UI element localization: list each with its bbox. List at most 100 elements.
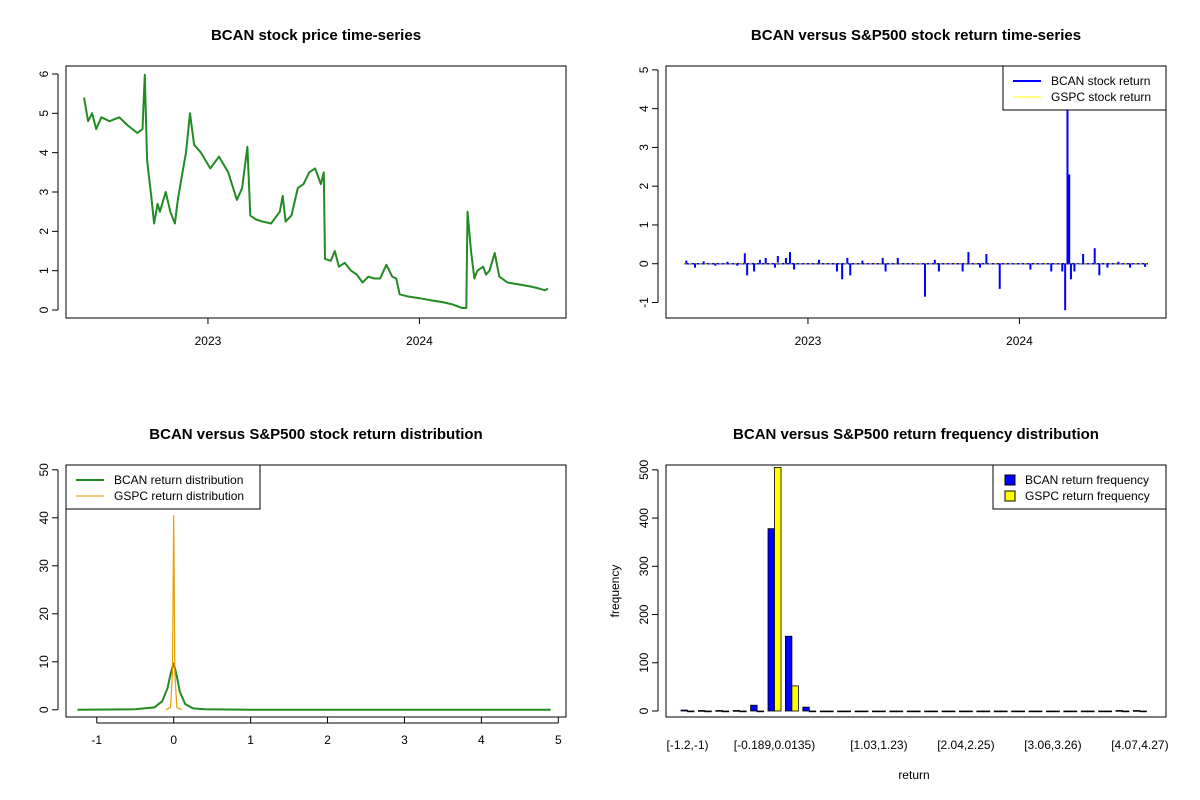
y-axis-label: frequency	[608, 565, 622, 618]
x-tick-label: -1	[91, 733, 102, 747]
gspc-frequency-bar	[721, 710, 730, 713]
y-tick-label: 30	[37, 559, 51, 573]
legend-label: BCAN stock return	[1051, 74, 1150, 88]
bcan-frequency-bar	[924, 710, 932, 713]
bcan-frequency-bar	[802, 706, 810, 712]
x-tick-label: 2023	[795, 334, 822, 348]
legend-box	[992, 464, 1167, 510]
gspc-frequency-bar	[930, 710, 938, 713]
gspc-frequency-bar	[739, 710, 747, 713]
y-tick-label: 200	[637, 604, 651, 624]
y-tick-label: 10	[37, 655, 51, 669]
bcan-frequency-bar	[976, 710, 984, 713]
bcan-frequency-bar	[732, 710, 741, 712]
y-tick-label: 6	[37, 70, 51, 77]
gspc-frequency-bar	[843, 710, 851, 713]
gspc-density-line	[165, 515, 182, 711]
price-series-line	[83, 73, 549, 309]
gspc-frequency-bar	[687, 710, 695, 713]
y-tick-label: 20	[37, 607, 51, 621]
bcan-frequency-bar	[698, 710, 706, 712]
gspc-frequency-bar	[982, 710, 991, 713]
chart-title: BCAN versus S&P500 return frequency dist…	[733, 426, 1099, 443]
plot-frame	[65, 464, 567, 718]
chart-title: BCAN versus S&P500 stock return time-ser…	[751, 27, 1081, 44]
x-tick-label: 2023	[195, 334, 222, 348]
bcan-frequency-bar	[1080, 710, 1089, 713]
x-tick-label: 4	[478, 733, 485, 747]
bcan-frequency-bar	[715, 710, 723, 712]
gspc-frequency-bar	[913, 710, 921, 713]
x-category-label: [-1.2,-1)	[666, 738, 708, 752]
y-tick-label: 300	[637, 556, 651, 576]
chart-title: BCAN versus S&P500 stock return distribu…	[149, 426, 482, 443]
chart-title: BCAN stock price time-series	[211, 27, 421, 44]
return-density-chart: BCAN versus S&P500 stock return distribu…	[37, 426, 567, 747]
y-tick-label: 100	[637, 652, 651, 672]
y-tick-label: -1	[637, 297, 651, 308]
y-tick-label: 4	[37, 149, 51, 156]
y-tick-label: 50	[37, 463, 51, 477]
y-tick-label: 1	[637, 221, 651, 228]
bcan-frequency-bar	[1133, 710, 1141, 712]
x-axis-label: return	[898, 768, 929, 782]
bcan-frequency-bar	[837, 710, 845, 713]
plot-frame	[65, 65, 567, 319]
bcan-density-line	[77, 662, 551, 711]
bcan-frequency-bar	[1046, 710, 1054, 713]
bcan-frequency-bar	[767, 528, 775, 712]
x-tick-label: 3	[401, 733, 408, 747]
bcan-frequency-bar	[1028, 710, 1036, 713]
bcan-frequency-bar	[889, 710, 897, 713]
x-category-label: [1.03,1.23)	[850, 738, 907, 752]
gspc-frequency-bar	[1104, 710, 1112, 713]
bcan-frequency-bar	[819, 710, 828, 713]
x-category-label: [-0.189,0.0135)	[734, 738, 815, 752]
legend-label: GSPC return distribution	[114, 489, 244, 503]
bcan-frequency-bar	[906, 710, 915, 713]
bcan-frequency-bar	[941, 710, 949, 713]
legend-swatch	[1004, 474, 1016, 486]
bcan-frequency-bar	[993, 710, 1002, 713]
gspc-frequency-bar	[1122, 710, 1130, 713]
price-chart: BCAN stock price time-series 0 1 2 3 4 5 6 2023 2…	[37, 27, 567, 348]
y-tick-label: 4	[637, 105, 651, 112]
bcan-frequency-bar	[1098, 710, 1106, 713]
bcan-frequency-bar	[750, 704, 758, 712]
y-tick-label: 3	[37, 188, 51, 195]
gspc-frequency-bar	[1035, 710, 1043, 713]
y-tick-label: 400	[637, 508, 651, 528]
y-tick-label: 500	[637, 459, 651, 479]
bcan-frequency-bar	[680, 709, 688, 712]
gspc-frequency-bar	[791, 685, 799, 712]
plot-frame	[665, 65, 1167, 319]
return-frequency-chart: BCAN versus S&P500 return frequency dist…	[608, 426, 1169, 782]
y-tick-label: 5	[37, 110, 51, 117]
gspc-frequency-bar	[808, 710, 817, 713]
bcan-frequency-bar	[959, 710, 967, 713]
gspc-frequency-bar	[704, 710, 712, 713]
y-tick-label: 1	[37, 267, 51, 274]
legend-label: BCAN return frequency	[1025, 473, 1149, 487]
gspc-frequency-bar	[895, 710, 904, 713]
bcan-frequency-bar	[854, 710, 862, 713]
x-tick-label: 1	[247, 733, 254, 747]
legend-box	[1002, 65, 1167, 111]
gspc-frequency-bar	[774, 467, 782, 712]
bcan-frequency-bar	[872, 710, 880, 713]
y-tick-label: 5	[637, 66, 651, 73]
gspc-frequency-bar	[965, 710, 973, 713]
x-category-label: [3.06,3.26)	[1024, 738, 1081, 752]
gspc-frequency-bar	[878, 710, 886, 713]
legend-label: GSPC stock return	[1051, 90, 1151, 104]
gspc-frequency-bar	[1017, 710, 1025, 713]
legend-box	[65, 464, 261, 510]
bcan-frequency-bar	[1115, 710, 1123, 712]
gspc-frequency-bar	[1069, 710, 1078, 713]
bcan-frequency-bar	[1011, 710, 1019, 713]
y-tick-label: 2	[37, 228, 51, 235]
x-tick-label: 5	[555, 733, 562, 747]
legend-label: BCAN return distribution	[114, 473, 243, 487]
y-tick-label: 0	[37, 306, 51, 313]
